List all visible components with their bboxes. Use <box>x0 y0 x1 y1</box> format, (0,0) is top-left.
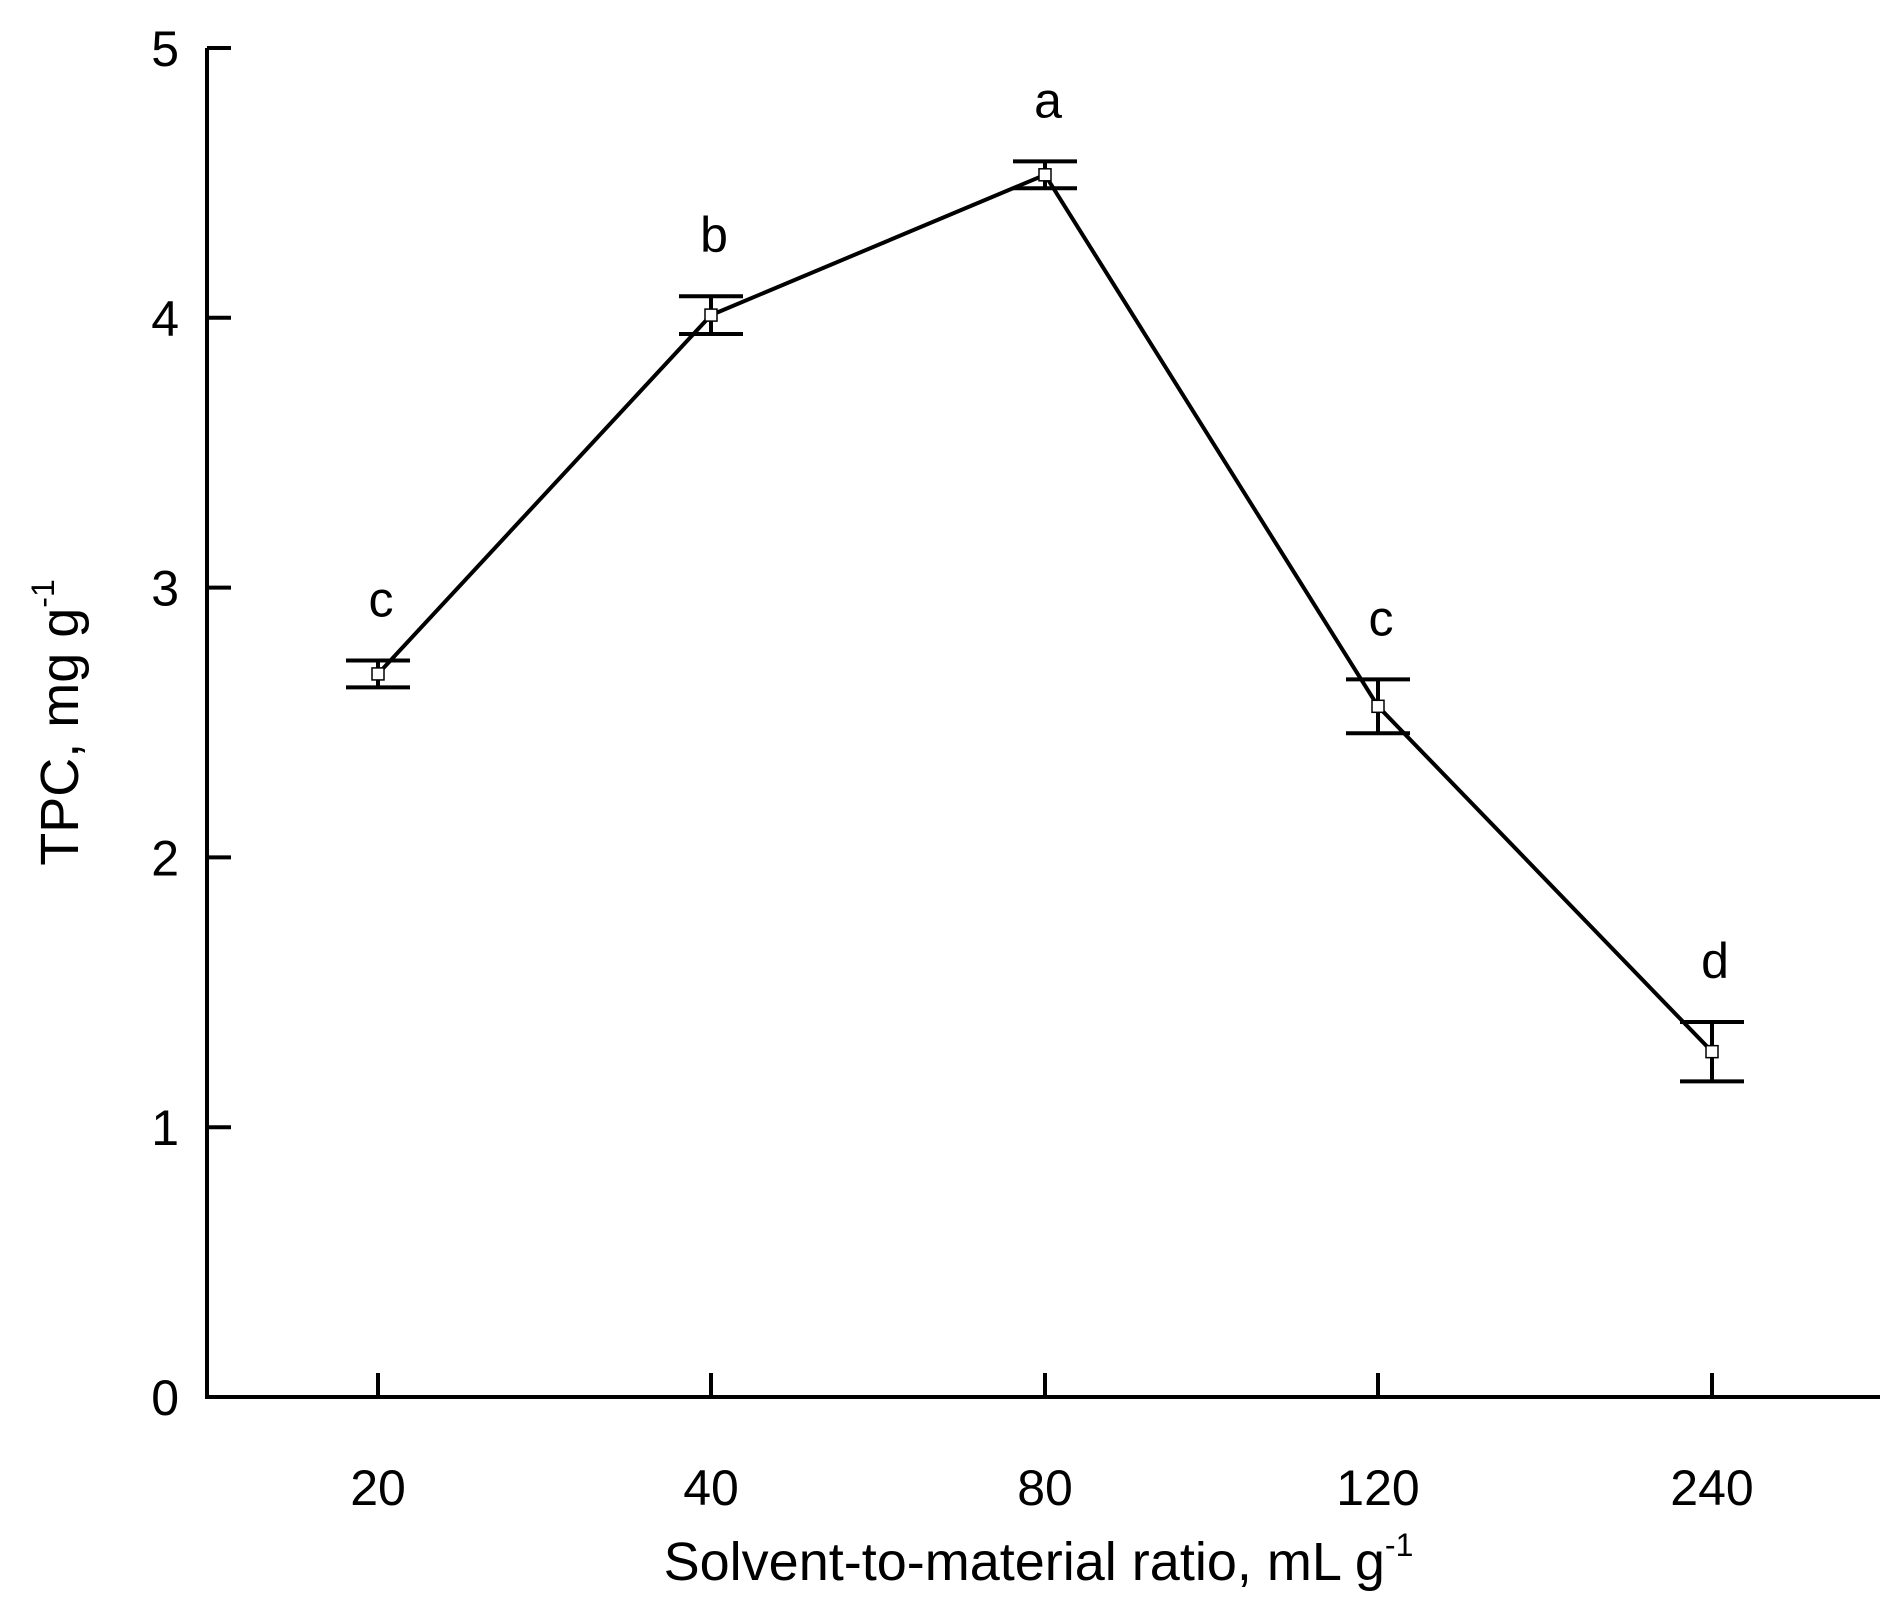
y-ticks: 0 1 2 3 4 5 <box>151 21 231 1426</box>
series-line <box>376 172 1714 1054</box>
x-tick-label: 240 <box>1670 1460 1753 1516</box>
significance-label: c <box>369 571 394 627</box>
data-point <box>1371 699 1385 714</box>
series-layer: c b a c d <box>346 72 1744 1084</box>
y-tick-label: 2 <box>151 830 179 886</box>
x-tick-label: 40 <box>683 1460 739 1516</box>
x-tick-label: 20 <box>350 1460 406 1516</box>
y-tick-label: 3 <box>151 561 179 617</box>
significance-label: b <box>700 207 728 263</box>
axes <box>205 48 1880 1399</box>
y-tick-label: 4 <box>151 291 179 347</box>
significance-label: c <box>1369 590 1394 646</box>
significance-label: a <box>1034 72 1062 128</box>
x-ticks: 20 40 80 120 240 <box>350 1373 1754 1516</box>
y-axis-title: TPC, mg g-1 <box>25 579 90 866</box>
x-tick-label: 120 <box>1336 1460 1419 1516</box>
data-point <box>704 308 718 322</box>
data-point <box>1038 168 1052 182</box>
x-axis-title-text: Solvent-to-material ratio, mL g <box>664 1532 1385 1592</box>
y-axis-title-text: TPC, mg g <box>30 608 90 866</box>
y-axis-title-superscript: -1 <box>25 579 61 607</box>
x-axis-title: Solvent-to-material ratio, mL g-1 <box>664 1527 1414 1592</box>
significance-label: d <box>1701 933 1729 989</box>
y-tick-label: 1 <box>151 1100 179 1156</box>
y-tick-label: 0 <box>151 1370 179 1426</box>
data-point <box>371 667 385 681</box>
y-tick-label: 5 <box>151 21 179 77</box>
x-tick-label: 80 <box>1017 1460 1073 1516</box>
data-point <box>1705 1044 1719 1059</box>
x-axis-title-superscript: -1 <box>1385 1527 1413 1563</box>
